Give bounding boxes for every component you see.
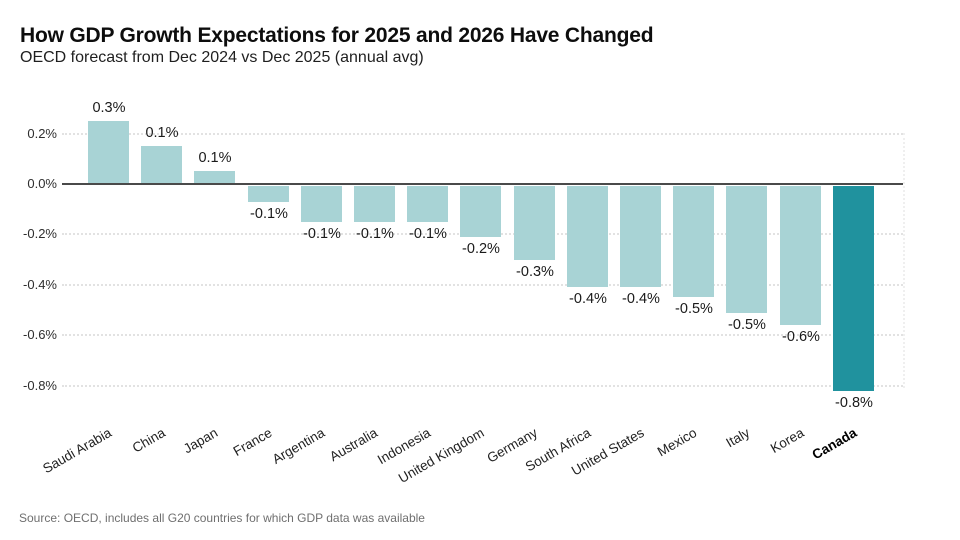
bar-china [141, 146, 182, 183]
bar-united-states [620, 186, 661, 287]
value-label-indonesia: -0.1% [409, 226, 447, 242]
x-axis-label-china: China [129, 425, 168, 456]
x-axis-label-canada: Canada [809, 425, 860, 463]
x-axis-label-australia: Australia [327, 425, 381, 465]
bar-australia [354, 186, 395, 222]
bar-italy [726, 186, 767, 313]
zero-baseline [62, 183, 903, 185]
bar-japan [194, 171, 235, 183]
value-label-italy: -0.5% [728, 317, 766, 333]
gridline-0.2% [62, 133, 903, 135]
bar-germany [514, 186, 555, 260]
value-label-argentina: -0.1% [303, 226, 341, 242]
value-label-united-states: -0.4% [622, 291, 660, 307]
value-label-south-africa: -0.4% [569, 291, 607, 307]
plot-right-edge-line [903, 133, 905, 388]
source-note: Source: OECD, includes all G20 countries… [19, 511, 425, 525]
bar-united-kingdom [460, 186, 501, 237]
y-axis-tick-label: -0.6% [23, 327, 57, 342]
x-axis-label-japan: Japan [181, 425, 221, 457]
bar-canada [833, 186, 874, 391]
value-label-mexico: -0.5% [675, 301, 713, 317]
x-axis-label-saudi-arabia: Saudi Arabia [40, 425, 115, 477]
y-axis-tick-label: 0.0% [27, 176, 57, 191]
bar-korea [780, 186, 821, 325]
value-label-canada: -0.8% [835, 395, 873, 411]
chart-title: How GDP Growth Expectations for 2025 and… [20, 24, 654, 47]
value-label-saudi-arabia: 0.3% [92, 100, 126, 116]
value-label-germany: -0.3% [516, 264, 554, 280]
value-label-korea: -0.6% [782, 329, 820, 345]
x-axis-label-france: France [230, 425, 275, 460]
x-axis-label-korea: Korea [767, 425, 807, 457]
chart-subtitle: OECD forecast from Dec 2024 vs Dec 2025 … [20, 49, 424, 66]
y-axis-tick-label: 0.2% [27, 126, 57, 141]
x-axis-label-argentina: Argentina [269, 425, 328, 467]
y-axis-tick-label: -0.8% [23, 378, 57, 393]
bar-saudi-arabia [88, 121, 129, 183]
value-label-japan: 0.1% [198, 150, 232, 166]
value-label-united-kingdom: -0.2% [462, 241, 500, 257]
bar-indonesia [407, 186, 448, 222]
y-axis-tick-label: -0.4% [23, 277, 57, 292]
bar-france [248, 186, 289, 202]
value-label-china: 0.1% [145, 125, 179, 141]
bar-mexico [673, 186, 714, 297]
gridline--0.4% [62, 284, 903, 286]
bar-argentina [301, 186, 342, 222]
bar-south-africa [567, 186, 608, 287]
y-axis-tick-label: -0.2% [23, 226, 57, 241]
value-label-australia: -0.1% [356, 226, 394, 242]
x-axis-label-italy: Italy [723, 425, 753, 451]
gridline--0.6% [62, 334, 903, 336]
x-axis-label-mexico: Mexico [654, 425, 700, 460]
value-label-france: -0.1% [250, 206, 288, 222]
gridline--0.8% [62, 385, 903, 387]
